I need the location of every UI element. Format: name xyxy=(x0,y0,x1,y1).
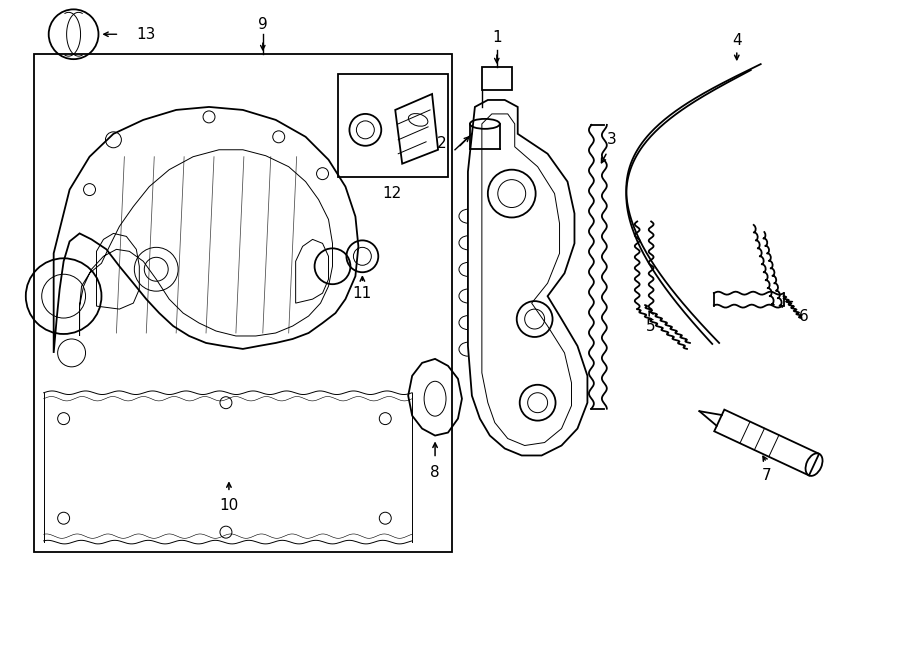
Text: 9: 9 xyxy=(258,17,267,32)
Text: 6: 6 xyxy=(798,309,808,324)
Text: 10: 10 xyxy=(220,498,238,513)
Text: 11: 11 xyxy=(353,286,372,301)
Text: 4: 4 xyxy=(732,33,742,48)
Text: 5: 5 xyxy=(646,319,656,334)
Text: 2: 2 xyxy=(437,136,446,151)
Text: 12: 12 xyxy=(382,186,402,201)
Text: 7: 7 xyxy=(762,468,771,483)
Text: 3: 3 xyxy=(607,132,616,147)
Text: 1: 1 xyxy=(492,30,501,45)
Text: 8: 8 xyxy=(430,465,440,480)
Text: 13: 13 xyxy=(137,26,156,42)
